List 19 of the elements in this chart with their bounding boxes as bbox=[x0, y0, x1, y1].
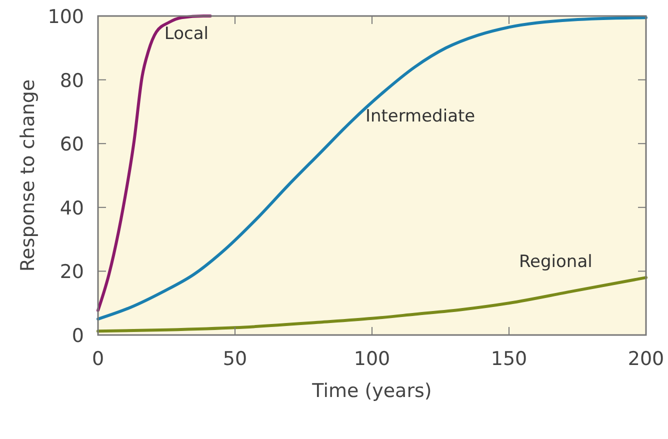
y-tick-label: 80 bbox=[60, 70, 84, 92]
x-tick-label: 200 bbox=[628, 348, 664, 370]
y-tick-label: 0 bbox=[72, 325, 84, 347]
y-tick-label: 40 bbox=[60, 197, 84, 220]
series-label: Intermediate bbox=[365, 106, 476, 126]
y-axis-title: Response to change bbox=[17, 79, 39, 272]
y-tick-label: 20 bbox=[60, 261, 84, 284]
y-tick-label: 60 bbox=[60, 134, 84, 156]
line-series bbox=[96, 16, 648, 321]
x-tick-label: 150 bbox=[490, 348, 528, 370]
x-tick-label: 0 bbox=[92, 348, 104, 370]
line-series bbox=[96, 14, 212, 312]
x-tick-label: 50 bbox=[222, 348, 248, 370]
x-tick-label: 100 bbox=[354, 348, 390, 370]
series-label: Local bbox=[164, 24, 208, 44]
series-label: Regional bbox=[519, 252, 592, 272]
line-series bbox=[96, 276, 648, 333]
x-axis-title: Time (years) bbox=[311, 380, 432, 402]
y-tick-label: 100 bbox=[48, 6, 84, 28]
